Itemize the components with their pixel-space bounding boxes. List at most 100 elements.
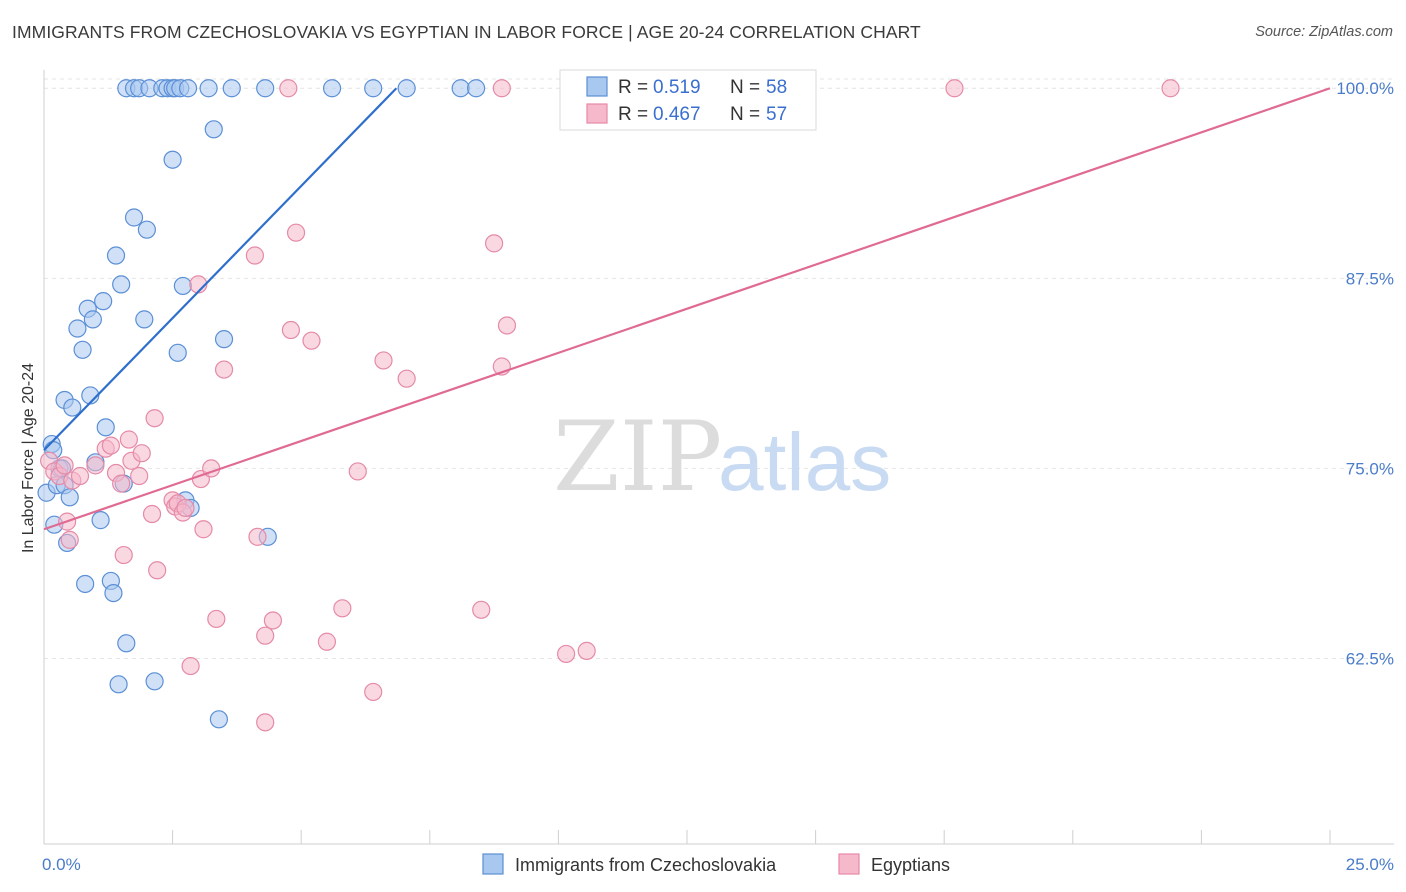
y-tick-label-2: 87.5% — [1346, 269, 1394, 288]
czechoslovakia-point-53 — [256, 79, 275, 98]
source-label: Source: ZipAtlas.com — [1255, 24, 1393, 40]
czechoslovakia-point-40 — [163, 150, 182, 169]
series-legend: Immigrants from Czechoslovakia Egyptians — [482, 853, 950, 875]
czechoslovakia-point-58 — [451, 79, 470, 98]
egyptians-point-29 — [194, 520, 213, 539]
watermark-atlas: atlas — [718, 417, 891, 508]
czechoslovakia-point-48 — [199, 79, 218, 98]
bottom-legend-swatch-egyptians — [838, 853, 860, 875]
egyptians-point-10 — [101, 436, 120, 455]
egyptians-point-48 — [485, 234, 504, 253]
egyptians-trend-line — [43, 87, 1331, 531]
legend-r-value-2: 0.467 — [653, 104, 701, 125]
legend-n-label-2: N = — [730, 104, 760, 125]
x-tick-labels: 0.0% 25.0% — [42, 855, 1394, 874]
czechoslovakia-point-13 — [73, 340, 92, 359]
egyptians-point-43 — [348, 462, 367, 481]
czechoslovakia-point-26 — [112, 275, 131, 294]
legend-n-label-1: N = — [730, 77, 760, 98]
czechoslovakia-point-20 — [94, 292, 113, 311]
egyptians-point-53 — [577, 641, 596, 660]
czechoslovakia-point-50 — [209, 710, 228, 729]
egyptians-point-39 — [286, 223, 306, 242]
egyptians-point-14 — [119, 430, 138, 449]
egyptians-point-42 — [333, 599, 352, 618]
egyptians-point-44 — [364, 682, 383, 702]
czechoslovakia-point-51 — [214, 330, 234, 349]
egyptians-point-46 — [397, 369, 416, 388]
egyptians-point-41 — [317, 632, 337, 651]
egyptians-point-3 — [55, 456, 74, 475]
czechoslovakia-point-57 — [397, 79, 416, 98]
legend-r-label-2: R = — [618, 104, 648, 125]
egyptians-point-8 — [86, 456, 105, 475]
egyptians-point-17 — [132, 444, 151, 463]
czechoslovakia-trend-line — [43, 87, 398, 451]
czechoslovakia-point-28 — [117, 634, 136, 653]
czechoslovakia-point-17 — [83, 310, 102, 329]
czechoslovakia-point-56 — [364, 79, 383, 98]
watermark: ZIP atlas — [553, 401, 891, 513]
egyptians-point-18 — [142, 504, 162, 524]
egyptians-point-20 — [148, 561, 167, 580]
chart-title: IMMIGRANTS FROM CZECHOSLOVAKIA VS EGYPTI… — [12, 22, 921, 42]
czechoslovakia-point-44 — [173, 276, 192, 296]
bottom-legend-label-czechoslovakia: Immigrants from Czechoslovakia — [515, 855, 777, 875]
legend-swatch-czechoslovakia — [586, 76, 608, 97]
legend-r-label-1: R = — [618, 77, 648, 98]
bottom-legend-swatch-czechoslovakia — [482, 853, 504, 875]
x-ticks — [43, 830, 1331, 844]
egyptians-point-52 — [557, 644, 576, 664]
egyptians-point-31 — [207, 609, 226, 629]
egyptians-point-51 — [497, 316, 517, 335]
grid-lines — [44, 78, 1394, 659]
egyptians-point-40 — [302, 331, 321, 350]
czechoslovakia-point-36 — [145, 672, 164, 691]
y-tick-label-0: 62.5% — [1346, 649, 1394, 668]
egyptians-point-33 — [245, 246, 265, 265]
legend-swatch-egyptians — [586, 103, 608, 124]
egyptians-point-45 — [374, 351, 393, 370]
legend-n-value-2: 57 — [766, 104, 787, 125]
egyptians-point-5 — [60, 530, 79, 549]
czechoslovakia-point-19 — [91, 511, 110, 530]
czechoslovakia-point-10 — [60, 488, 79, 507]
egyptians-point-49 — [492, 79, 511, 98]
egyptians-point-12 — [112, 474, 131, 493]
watermark-zip: ZIP — [553, 401, 722, 513]
y-tick-labels: 62.5% 75.0% 87.5% 100.0% — [1336, 79, 1394, 668]
czechoslovakia-point-46 — [178, 79, 198, 98]
y-tick-label-3: 100.0% — [1336, 79, 1394, 98]
egyptians-point-25 — [176, 498, 195, 518]
egyptians-point-47 — [472, 600, 491, 619]
czechoslovakia-point-14 — [76, 574, 95, 594]
egyptians-point-37 — [279, 79, 298, 98]
egyptians-point-36 — [263, 611, 283, 630]
czechoslovakia-point-42 — [168, 343, 187, 362]
y-tick-label-1: 75.0% — [1346, 459, 1394, 478]
egyptians-point-32 — [214, 360, 234, 379]
egyptians-point-26 — [181, 656, 200, 676]
czechoslovakia-point-24 — [106, 246, 126, 265]
y-axis-label: In Labor Force | Age 20-24 — [20, 363, 37, 553]
czechoslovakia-point-49 — [204, 120, 223, 139]
legend-r-value-1: 0.519 — [653, 77, 701, 98]
czechoslovakia-point-25 — [109, 675, 128, 694]
egyptians-point-55 — [945, 79, 964, 98]
czechoslovakia-point-55 — [322, 79, 342, 98]
egyptians-point-34 — [248, 527, 267, 546]
trend-lines — [43, 87, 1331, 531]
x-tick-label-0: 0.0% — [42, 855, 81, 874]
czechoslovakia-point-21 — [96, 418, 115, 437]
correlation-legend: R = 0.519 N = 58 R = 0.467 N = 57 — [559, 69, 817, 131]
czechoslovakia-point-31 — [124, 208, 144, 227]
egyptians-point-19 — [145, 409, 164, 428]
bottom-legend-label-egyptians: Egyptians — [871, 855, 950, 875]
egyptians-point-57 — [256, 713, 275, 732]
czechoslovakia-point-11 — [63, 398, 82, 417]
egyptians-point-56 — [1161, 79, 1180, 98]
egyptians-point-13 — [114, 545, 133, 565]
egyptians-point-7 — [70, 466, 90, 486]
egyptians-point-38 — [281, 320, 301, 340]
